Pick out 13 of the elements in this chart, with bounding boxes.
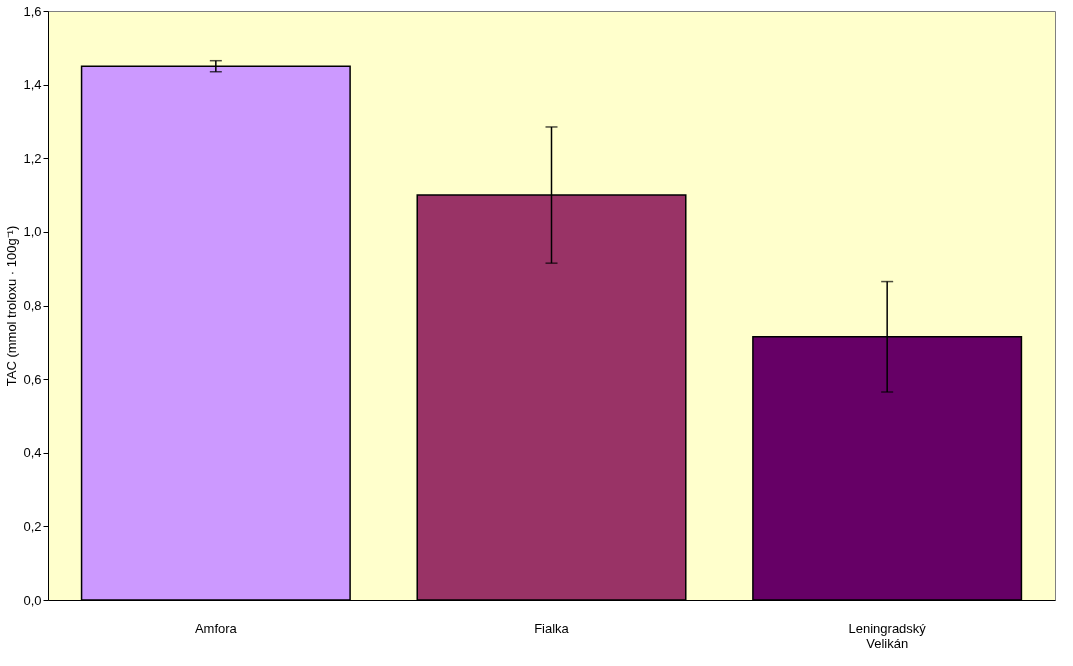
- y-tick-label: 1,4: [23, 77, 42, 93]
- y-tick-label: 0,0: [23, 592, 42, 608]
- x-tick-label: Leningradský Velikán: [848, 620, 927, 651]
- x-tick-label: Amfora: [194, 620, 238, 636]
- x-tick-label: Fialka: [534, 620, 570, 636]
- y-tick-label: 0,8: [23, 298, 42, 313]
- y-tick-label: 1,6: [23, 3, 42, 19]
- y-tick-label: 0,6: [23, 371, 42, 387]
- y-tick-label: 0,2: [23, 518, 42, 534]
- y-tick-label: 1,0: [23, 224, 42, 240]
- y-tick-label: 1,2: [23, 150, 42, 166]
- y-tick-label: 0,4: [23, 445, 42, 461]
- y-axis-title: TAC (mmol troloxu · 100g⁻¹): [4, 225, 20, 387]
